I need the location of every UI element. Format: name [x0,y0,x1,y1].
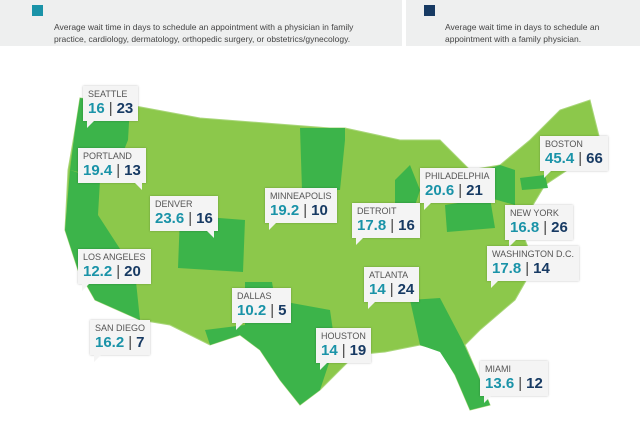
all-specialties-value: 10.2 [237,302,267,319]
separator: | [458,182,463,199]
all-specialties-value: 45.4 [545,150,575,167]
all-specialties-value: 14 [321,342,338,359]
city-name: SEATTLE [88,89,128,99]
family-physician-value: 19 [349,342,367,359]
city-name: DALLAS [237,291,272,301]
all-specialties-value: 14 [369,281,386,298]
city-label-boston: BOSTON 45.4 | 66 [540,136,608,178]
all-specialties-value: 16 [88,100,105,117]
state-massachusetts [520,175,548,190]
city-label-denver: DENVER 23.6 | 16 [150,196,218,238]
separator: | [116,162,121,179]
family-physician-value: 5 [278,302,287,319]
all-specialties-value: 23.6 [155,210,185,227]
separator: | [270,302,275,319]
separator: | [389,281,394,298]
state-georgia [410,298,462,350]
state-pennsylvania [445,198,495,232]
city-label-portland: PORTLAND 19.4 | 13 [78,148,146,190]
separator: | [188,210,193,227]
all-specialties-value: 16.2 [95,334,125,351]
separator: | [543,219,548,236]
all-specialties-value: 12.2 [83,263,113,280]
family-physician-value: 21 [466,182,483,199]
city-label-new-york: NEW YORK 16.8 | 26 [505,205,573,247]
all-specialties-value: 17.8 [357,217,387,234]
state-florida [420,340,490,410]
city-name: HOUSTON [321,331,366,341]
city-label-washington-d-c: WASHINGTON D.C. 17.8 | 14 [487,246,580,288]
city-label-atlanta: ATLANTA 14 | 24 [364,267,420,309]
family-physician-value: 20 [124,263,141,280]
city-label-minneapolis: MINNEAPOLIS 19.2 | 10 [265,188,337,230]
city-name: PHILADELPHIA [425,171,490,181]
family-physician-value: 66 [586,150,603,167]
separator: | [525,260,530,277]
all-specialties-value: 16.8 [510,219,540,236]
family-physician-value: 7 [136,334,145,351]
state-michigan [395,165,420,215]
family-physician-value: 16 [398,217,415,234]
city-name: SAN DIEGO [95,323,146,333]
teal-swatch [32,5,43,16]
city-name: LOS ANGELES [83,252,146,262]
city-name: BOSTON [545,139,583,149]
separator: | [108,100,113,117]
separator: | [303,202,308,219]
city-name: ATLANTA [369,270,409,280]
all-specialties-value: 20.6 [425,182,455,199]
family-physician-value: 13 [124,162,141,179]
city-name: WASHINGTON D.C. [492,249,575,259]
city-label-detroit: DETROIT 17.8 | 16 [352,203,420,245]
family-physician-value: 23 [116,100,134,117]
city-label-houston: HOUSTON 14 | 19 [316,328,372,370]
city-name: MINNEAPOLIS [270,191,332,201]
family-physician-value: 26 [551,219,568,236]
all-specialties-value: 19.4 [83,162,113,179]
city-name: DENVER [155,199,193,209]
city-label-philadelphia: PHILADELPHIA 20.6 | 21 [420,168,495,210]
family-physician-value: 10 [311,202,328,219]
city-label-dallas: DALLAS 10.2 | 5 [232,288,292,330]
city-name: DETROIT [357,206,397,216]
legend-family-physician: Average wait time in days to schedule an… [406,0,640,46]
family-physician-value: 16 [196,210,213,227]
city-label-los-angeles: LOS ANGELES 12.2 | 20 [78,249,151,291]
all-specialties-value: 17.8 [492,260,522,277]
navy-swatch [424,5,435,16]
city-name: MIAMI [485,364,511,374]
city-label-san-diego: SAN DIEGO 16.2 | 7 [90,320,151,362]
city-name: NEW YORK [510,208,559,218]
legend-text: Average wait time in days to schedule an… [445,22,600,44]
city-label-seattle: SEATTLE 16 | 23 [83,86,139,128]
state-minnesota [300,128,345,190]
separator: | [518,375,523,392]
family-physician-value: 14 [533,260,550,277]
all-specialties-value: 19.2 [270,202,300,219]
state-texas [205,282,335,405]
separator: | [116,263,121,280]
family-physician-value: 24 [397,281,415,298]
separator: | [128,334,133,351]
all-specialties-value: 13.6 [485,375,515,392]
separator: | [341,342,346,359]
separator: | [578,150,583,167]
separator: | [390,217,395,234]
legend-all-specialties: Average wait time in days to schedule an… [0,0,402,46]
legend-text: Average wait time in days to schedule an… [54,22,354,44]
city-name: PORTLAND [83,151,132,161]
family-physician-value: 12 [526,375,543,392]
city-label-miami: MIAMI 13.6 | 12 [480,361,548,403]
